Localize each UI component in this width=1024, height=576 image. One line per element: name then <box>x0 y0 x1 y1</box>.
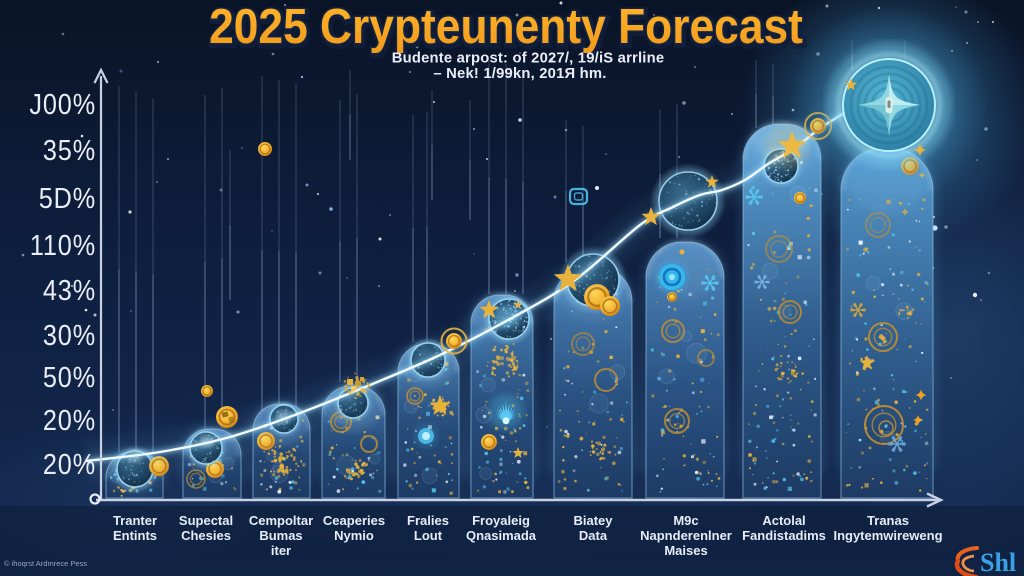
svg-text:Shl: Shl <box>980 548 1016 576</box>
svg-text:Napnderenlner: Napnderenlner <box>640 528 732 543</box>
svg-text:110%: 110% <box>30 228 96 261</box>
svg-text:Budente arpost: of 2027/, 19/i: Budente arpost: of 2027/, 19/iS arrline <box>392 51 665 67</box>
svg-text:Tranter: Tranter <box>113 513 157 528</box>
svg-text:Tranas: Tranas <box>867 513 909 528</box>
svg-text:Bumas: Bumas <box>259 528 302 543</box>
svg-text:Cempoltar: Cempoltar <box>249 513 313 528</box>
svg-text:50%: 50% <box>43 360 96 393</box>
svg-text:5D%: 5D% <box>39 181 96 214</box>
svg-text:Biatey: Biatey <box>573 513 613 528</box>
svg-text:20%: 20% <box>43 403 96 436</box>
svg-text:Entints: Entints <box>113 528 157 543</box>
svg-text:iter: iter <box>271 543 291 558</box>
svg-text:Qnasimada: Qnasimada <box>466 528 537 543</box>
svg-text:Ingytemwireweng: Ingytemwireweng <box>833 528 942 543</box>
svg-text:J00%: J00% <box>29 87 96 120</box>
svg-text:20%: 20% <box>43 447 96 480</box>
svg-text:Data: Data <box>579 528 608 543</box>
svg-text:43%: 43% <box>43 273 96 306</box>
svg-text:M9c: M9c <box>673 513 698 528</box>
svg-text:© ihoqrst Ardmrece Pess: © ihoqrst Ardmrece Pess <box>4 559 87 568</box>
svg-text:Froyaleig: Froyaleig <box>472 513 530 528</box>
svg-text:2025 Crypteunenty Forecast: 2025 Crypteunenty Forecast <box>209 0 803 53</box>
svg-text:Fandistadims: Fandistadims <box>742 528 826 543</box>
svg-text:– Nek! 1/99kn, 201Я hm.: – Nek! 1/99kn, 201Я hm. <box>433 66 606 82</box>
svg-text:Supectal: Supectal <box>179 513 233 528</box>
svg-text:Chesies: Chesies <box>181 528 231 543</box>
svg-text:35%: 35% <box>43 133 96 166</box>
svg-text:Ceaperies: Ceaperies <box>323 513 385 528</box>
svg-text:Lout: Lout <box>414 528 443 543</box>
svg-text:Nymio: Nymio <box>334 528 374 543</box>
svg-text:2025 Crypteunenty Forecast: 2025 Crypteunenty Forecast <box>210 1 804 56</box>
svg-text:Actolal: Actolal <box>762 513 805 528</box>
svg-text:Fralies: Fralies <box>407 513 449 528</box>
svg-text:Maises: Maises <box>664 543 707 558</box>
svg-text:30%: 30% <box>43 318 96 351</box>
